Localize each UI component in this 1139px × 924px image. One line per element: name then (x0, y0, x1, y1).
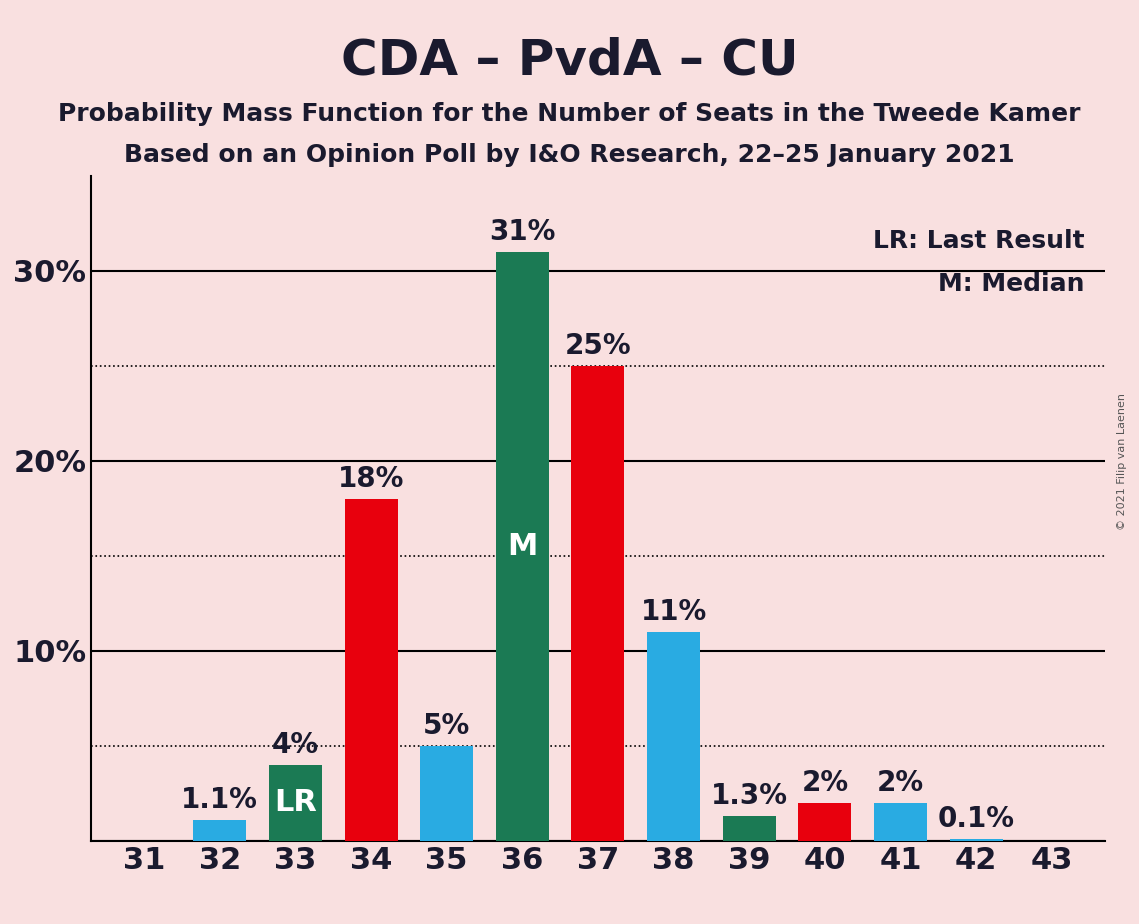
Bar (269, 765, 322, 841)
Bar (420, 746, 473, 841)
Bar (798, 803, 851, 841)
Text: 1.3%: 1.3% (711, 783, 788, 810)
Bar (647, 632, 700, 841)
Bar (572, 366, 624, 841)
Text: © 2021 Filip van Laenen: © 2021 Filip van Laenen (1117, 394, 1126, 530)
Text: LR: Last Result: LR: Last Result (872, 229, 1084, 253)
Text: Based on an Opinion Poll by I&O Research, 22–25 January 2021: Based on an Opinion Poll by I&O Research… (124, 143, 1015, 167)
Text: CDA – PvdA – CU: CDA – PvdA – CU (341, 37, 798, 85)
Text: 2%: 2% (802, 769, 849, 797)
Text: 25%: 25% (565, 332, 631, 360)
Text: M: M (507, 531, 538, 561)
Text: 31%: 31% (489, 218, 556, 246)
Bar (194, 820, 246, 841)
Text: LR: LR (274, 788, 317, 818)
Text: 5%: 5% (423, 712, 470, 740)
Text: 1.1%: 1.1% (181, 786, 259, 814)
Text: 4%: 4% (272, 731, 319, 760)
Text: 2%: 2% (877, 769, 924, 797)
Text: M: Median: M: Median (939, 272, 1084, 296)
Bar (874, 803, 927, 841)
Text: 11%: 11% (640, 598, 707, 626)
Text: 0.1%: 0.1% (937, 805, 1015, 833)
Bar (495, 251, 549, 841)
Bar (723, 816, 776, 841)
Bar (344, 499, 398, 841)
Bar (950, 839, 1002, 841)
Text: 18%: 18% (338, 465, 404, 493)
Text: Probability Mass Function for the Number of Seats in the Tweede Kamer: Probability Mass Function for the Number… (58, 102, 1081, 126)
